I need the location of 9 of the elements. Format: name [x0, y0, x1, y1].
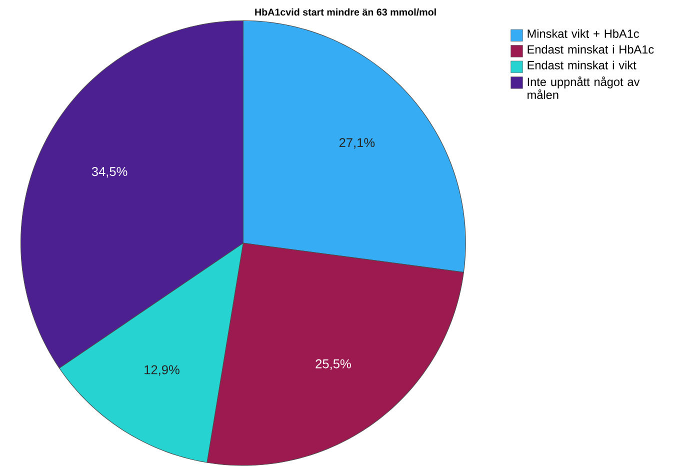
legend-label: Endast minskat i vikt [528, 60, 636, 70]
legend-label: Minskat vikt + HbA1c [528, 29, 640, 38]
data-label: 27,1% [339, 138, 375, 148]
chart-title: HbA1cvid start mindre än 63 mmol/mol [255, 8, 436, 16]
data-label: 34,5% [92, 166, 128, 178]
legend-label: Inte uppnått något av målen [528, 76, 640, 99]
legend-label: Endast minskat i HbA1c [528, 44, 654, 54]
data-label: 12,9% [144, 365, 180, 376]
data-label: 25,5% [316, 359, 351, 370]
